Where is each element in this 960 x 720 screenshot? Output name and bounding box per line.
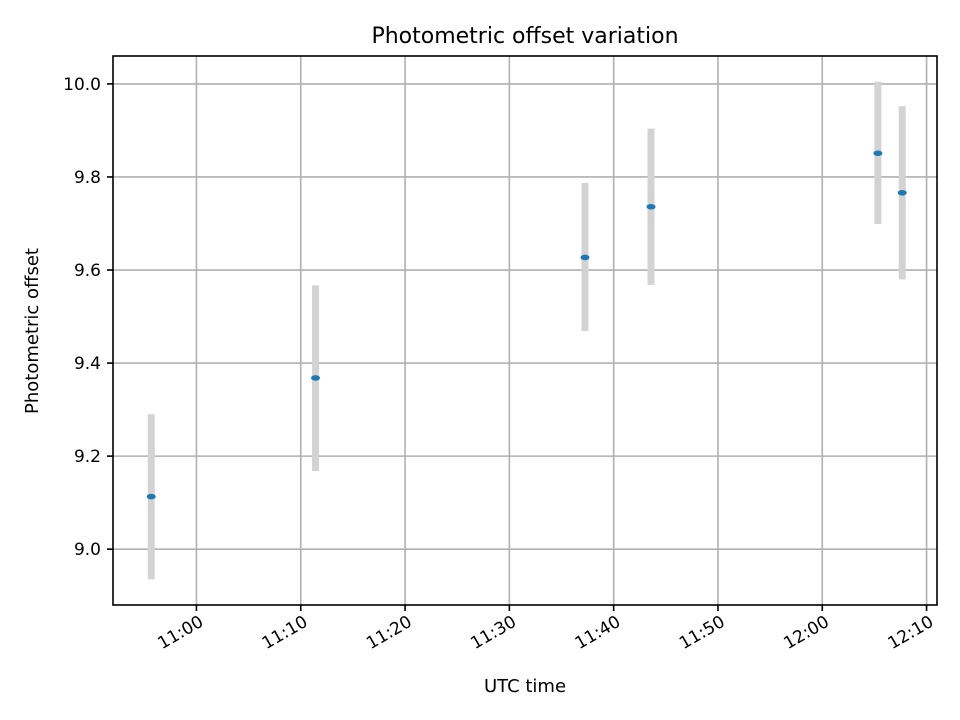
data-point: [897, 189, 907, 196]
data-point: [873, 150, 883, 157]
y-tick-label: 9.6: [74, 261, 101, 281]
data-points: [146, 150, 907, 500]
y-tick-label: 9.2: [74, 447, 101, 467]
chart-title: Photometric offset variation: [371, 24, 678, 49]
grid: [113, 56, 937, 605]
y-axis-label: Photometric offset: [22, 248, 43, 414]
x-axis-label: UTC time: [484, 676, 566, 697]
y-tick-label: 9.8: [74, 168, 101, 188]
data-point: [646, 203, 656, 210]
y-tick-label: 10.0: [63, 75, 101, 95]
y-tick-label: 9.4: [74, 354, 101, 374]
plot-frame: [112, 55, 938, 606]
data-point: [580, 254, 590, 261]
y-tick-label: 9.0: [74, 540, 101, 560]
data-point: [311, 375, 321, 381]
data-point: [146, 493, 156, 500]
y-axis-ticks: 9.0 9.2 9.4 9.6 9.8 10.0: [63, 75, 113, 560]
